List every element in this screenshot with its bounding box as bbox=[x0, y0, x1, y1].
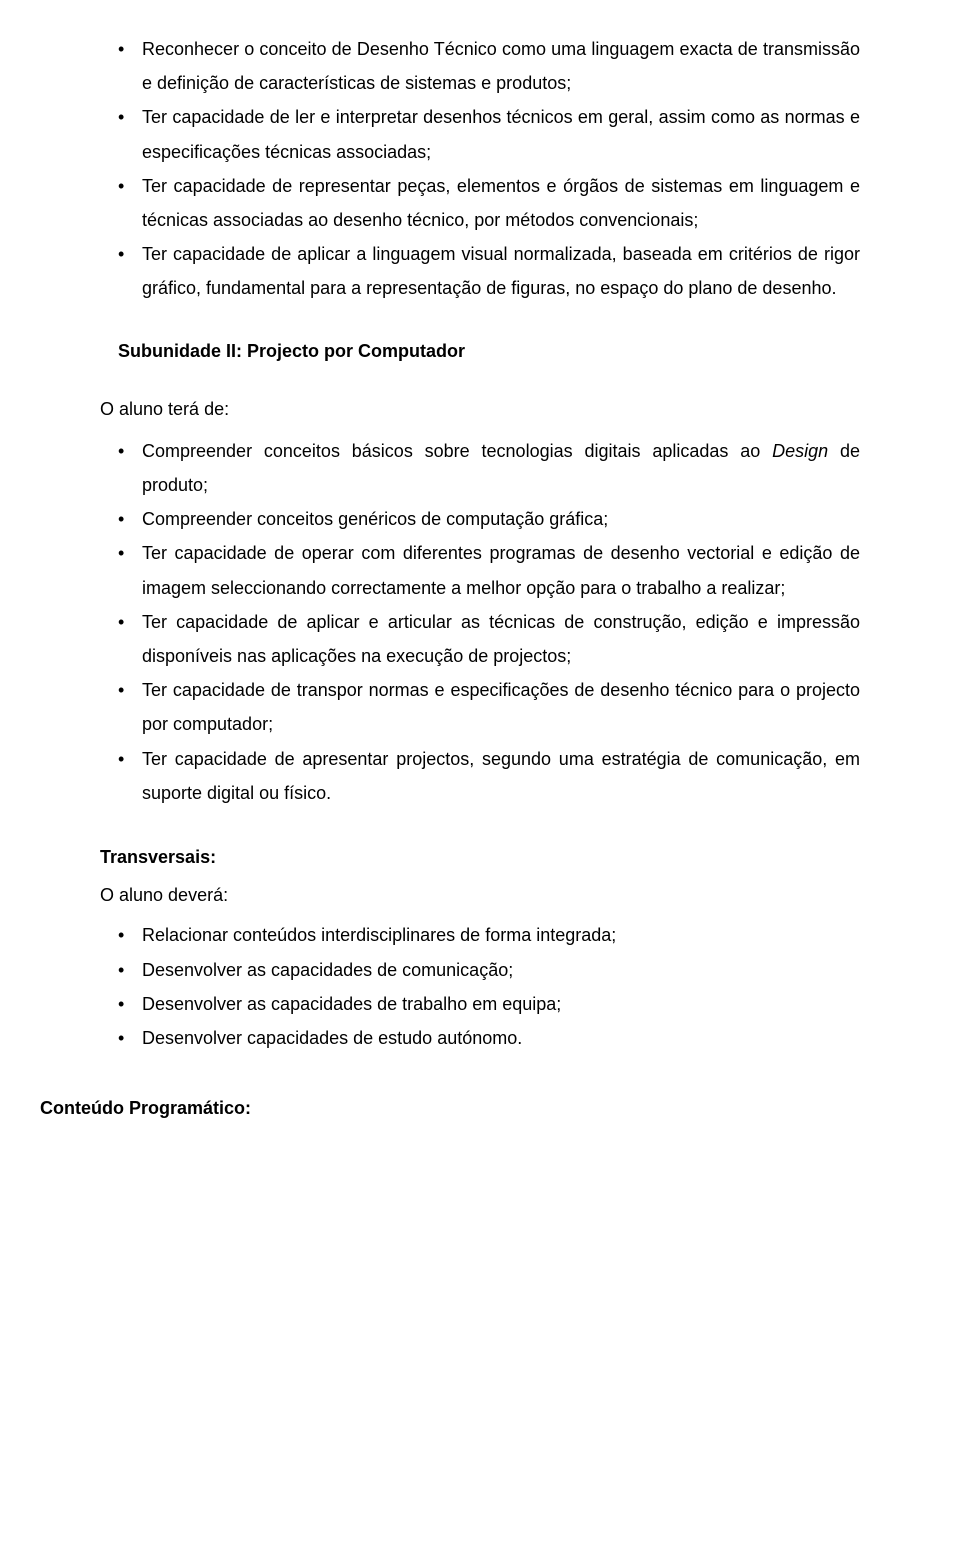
transversal-lead: O aluno deverá: bbox=[100, 878, 860, 912]
list-item: Compreender conceitos genéricos de compu… bbox=[100, 502, 860, 536]
list-item-text: Ter capacidade de operar com diferentes … bbox=[142, 543, 860, 597]
list-item: Ter capacidade de aplicar e articular as… bbox=[100, 605, 860, 673]
list-item-text: Ter capacidade de aplicar e articular as… bbox=[142, 612, 860, 666]
list-item: Desenvolver capacidades de estudo autóno… bbox=[100, 1021, 860, 1055]
subunit-2-lead: O aluno terá de: bbox=[100, 392, 860, 426]
list-item-text-pre: Compreender conceitos básicos sobre tecn… bbox=[142, 441, 772, 461]
list-item-text: Desenvolver as capacidades de comunicaçã… bbox=[142, 960, 513, 980]
list-item-text: Ter capacidade de representar peças, ele… bbox=[142, 176, 860, 230]
list-item: Ter capacidade de representar peças, ele… bbox=[100, 169, 860, 237]
document-page: Reconhecer o conceito de Desenho Técnico… bbox=[0, 0, 960, 1565]
list-item-text: Relacionar conteúdos interdisciplinares … bbox=[142, 925, 616, 945]
list-item: Ter capacidade de apresentar projectos, … bbox=[100, 742, 860, 810]
list-item: Relacionar conteúdos interdisciplinares … bbox=[100, 918, 860, 952]
list-item-text-italic: Design bbox=[772, 441, 828, 461]
content-program-heading: Conteúdo Programático: bbox=[40, 1091, 860, 1125]
list-item-text: Reconhecer o conceito de Desenho Técnico… bbox=[142, 39, 860, 93]
list-item-text: Desenvolver capacidades de estudo autóno… bbox=[142, 1028, 522, 1048]
list-item-text: Ter capacidade de apresentar projectos, … bbox=[142, 749, 860, 803]
list-item: Reconhecer o conceito de Desenho Técnico… bbox=[100, 32, 860, 100]
list-item-text: Compreender conceitos genéricos de compu… bbox=[142, 509, 608, 529]
transversal-list: Relacionar conteúdos interdisciplinares … bbox=[100, 918, 860, 1055]
list-item: Ter capacidade de aplicar a linguagem vi… bbox=[100, 237, 860, 305]
list-item: Ter capacidade de transpor normas e espe… bbox=[100, 673, 860, 741]
list-item: Ter capacidade de ler e interpretar dese… bbox=[100, 100, 860, 168]
transversal-heading: Transversais: bbox=[100, 840, 860, 874]
list-item-text: Desenvolver as capacidades de trabalho e… bbox=[142, 994, 561, 1014]
list-item: Desenvolver as capacidades de comunicaçã… bbox=[100, 953, 860, 987]
list-item-text: Ter capacidade de ler e interpretar dese… bbox=[142, 107, 860, 161]
list-item-text: Ter capacidade de aplicar a linguagem vi… bbox=[142, 244, 860, 298]
list-item: Compreender conceitos básicos sobre tecn… bbox=[100, 434, 860, 502]
list-item: Ter capacidade de operar com diferentes … bbox=[100, 536, 860, 604]
list-item-text: Ter capacidade de transpor normas e espe… bbox=[142, 680, 860, 734]
list-item: Desenvolver as capacidades de trabalho e… bbox=[100, 987, 860, 1021]
objectives-list-2: Compreender conceitos básicos sobre tecn… bbox=[100, 434, 860, 810]
subunit-2-heading: Subunidade II: Projecto por Computador bbox=[118, 334, 860, 368]
objectives-list-1: Reconhecer o conceito de Desenho Técnico… bbox=[100, 32, 860, 306]
